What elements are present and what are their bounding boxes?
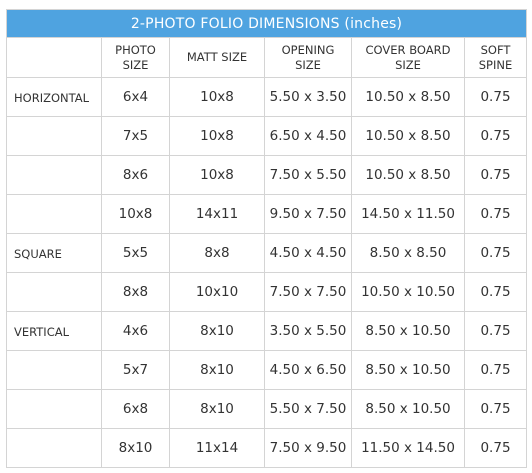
cover-board-size-cell: 11.50 x 14.50 <box>351 428 465 468</box>
group-label-cell <box>6 350 102 390</box>
cover-board-size-cell: 8.50 x 10.50 <box>351 350 465 390</box>
soft-spine-cell: 0.75 <box>463 389 528 429</box>
opening-size-cell: 9.50 x 7.50 <box>264 194 352 234</box>
cover-board-size-cell: 14.50 x 11.50 <box>351 194 465 234</box>
table-body: HORIZONTAL 6x4 10x8 5.50 x 3.50 10.50 x 8.50… <box>6 77 528 468</box>
matt-size-cell: 10x8 <box>169 155 265 195</box>
soft-spine-cell: 0.75 <box>463 155 528 195</box>
header-label-line: SOFT <box>480 42 511 57</box>
cover-board-size-cell: 10.50 x 10.50 <box>351 272 465 312</box>
table-row: 8x6 10x8 7.50 x 5.50 10.50 x 8.50 0.75 <box>6 155 528 195</box>
cover-board-size-cell: 8.50 x 10.50 <box>351 389 465 429</box>
group-label-cell: HORIZONTAL <box>6 77 102 117</box>
row-group-header <box>6 37 102 78</box>
soft-spine-cell: 0.75 <box>463 116 528 156</box>
table-row: 5x7 8x10 4.50 x 6.50 8.50 x 10.50 0.75 <box>6 350 528 390</box>
photo-size-cell: 8x10 <box>101 428 170 468</box>
photo-size-cell: 6x8 <box>101 389 170 429</box>
cover-board-size-cell: 10.50 x 8.50 <box>351 155 465 195</box>
soft-spine-cell: 0.75 <box>463 428 528 468</box>
matt-size-cell: 11x14 <box>169 428 265 468</box>
group-label-cell <box>6 389 102 429</box>
header-label-line: SPINE <box>478 57 513 72</box>
photo-size-cell: 10x8 <box>101 194 170 234</box>
photo-size-cell: 5x5 <box>101 233 170 273</box>
group-label-cell: VERTICAL <box>6 311 102 351</box>
group-label-cell: SQUARE <box>6 233 102 273</box>
photo-size-header: PHOTO SIZE <box>101 37 170 78</box>
matt-size-cell: 10x10 <box>169 272 265 312</box>
photo-size-cell: 8x6 <box>101 155 170 195</box>
table-row: VERTICAL 4x6 8x10 3.50 x 5.50 8.50 x 10.50 0.… <box>6 311 528 351</box>
group-label-cell <box>6 116 102 156</box>
opening-size-cell: 7.50 x 7.50 <box>264 272 352 312</box>
matt-size-cell: 8x10 <box>169 350 265 390</box>
opening-size-cell: 3.50 x 5.50 <box>264 311 352 351</box>
opening-size-cell: 7.50 x 9.50 <box>264 428 352 468</box>
matt-size-cell: 8x8 <box>169 233 265 273</box>
matt-size-cell: 8x10 <box>169 389 265 429</box>
opening-size-cell: 7.50 x 5.50 <box>264 155 352 195</box>
matt-size-cell: 8x10 <box>169 311 265 351</box>
table-row: 6x8 8x10 5.50 x 7.50 8.50 x 10.50 0.75 <box>6 389 528 429</box>
header-label-line: OPENING <box>281 42 335 57</box>
soft-spine-header: SOFT SPINE <box>463 37 528 78</box>
soft-spine-cell: 0.75 <box>463 311 528 351</box>
photo-size-cell: 7x5 <box>101 116 170 156</box>
soft-spine-cell: 0.75 <box>463 350 528 390</box>
group-label-cell <box>6 155 102 195</box>
opening-size-cell: 5.50 x 3.50 <box>264 77 352 117</box>
group-label-cell <box>6 272 102 312</box>
header-label-line: COVER BOARD <box>365 42 451 57</box>
group-label-cell <box>6 428 102 468</box>
opening-size-cell: 6.50 x 4.50 <box>264 116 352 156</box>
photo-size-cell: 6x4 <box>101 77 170 117</box>
cover-board-size-cell: 10.50 x 8.50 <box>351 116 465 156</box>
matt-size-cell: 14x11 <box>169 194 265 234</box>
photo-size-cell: 4x6 <box>101 311 170 351</box>
table-row: 8x8 10x10 7.50 x 7.50 10.50 x 10.50 0.75 <box>6 272 528 312</box>
opening-size-cell: 5.50 x 7.50 <box>264 389 352 429</box>
soft-spine-cell: 0.75 <box>463 233 528 273</box>
soft-spine-cell: 0.75 <box>463 272 528 312</box>
cover-board-size-header: COVER BOARD SIZE <box>351 37 465 78</box>
opening-size-header: OPENING SIZE <box>264 37 352 78</box>
header-label-line: PHOTO <box>115 42 156 57</box>
header-label-line: SIZE <box>295 57 321 72</box>
header-label-line: MATT SIZE <box>186 50 248 64</box>
header-label-line: SIZE <box>395 57 421 72</box>
cover-board-size-cell: 8.50 x 10.50 <box>351 311 465 351</box>
header-label-line: SIZE <box>122 57 149 72</box>
folio-dimensions-table: 2-PHOTO FOLIO DIMENSIONS (inches) PHOTO S… <box>5 9 528 468</box>
matt-size-header: MATT SIZE <box>169 37 265 78</box>
opening-size-cell: 4.50 x 4.50 <box>264 233 352 273</box>
matt-size-cell: 10x8 <box>169 116 265 156</box>
opening-size-cell: 4.50 x 6.50 <box>264 350 352 390</box>
soft-spine-cell: 0.75 <box>463 194 528 234</box>
photo-size-cell: 5x7 <box>101 350 170 390</box>
soft-spine-cell: 0.75 <box>463 77 528 117</box>
table-row: 8x10 11x14 7.50 x 9.50 11.50 x 14.50 0.75 <box>6 428 528 468</box>
group-label-cell <box>6 194 102 234</box>
cover-board-size-cell: 10.50 x 8.50 <box>351 77 465 117</box>
matt-size-cell: 10x8 <box>169 77 265 117</box>
table-row: SQUARE 5x5 8x8 4.50 x 4.50 8.50 x 8.50 0.75 <box>6 233 528 273</box>
table-row: HORIZONTAL 6x4 10x8 5.50 x 3.50 10.50 x 8.50… <box>6 77 528 117</box>
table-row: 10x8 14x11 9.50 x 7.50 14.50 x 11.50 0.75 <box>6 194 528 234</box>
table-row: 7x5 10x8 6.50 x 4.50 10.50 x 8.50 0.75 <box>6 116 528 156</box>
column-header-row: PHOTO SIZE MATT SIZE OPENING SIZE COVER BOARD… <box>6 37 528 78</box>
cover-board-size-cell: 8.50 x 8.50 <box>351 233 465 273</box>
photo-size-cell: 8x8 <box>101 272 170 312</box>
table-title: 2-PHOTO FOLIO DIMENSIONS (inches) <box>5 9 528 38</box>
